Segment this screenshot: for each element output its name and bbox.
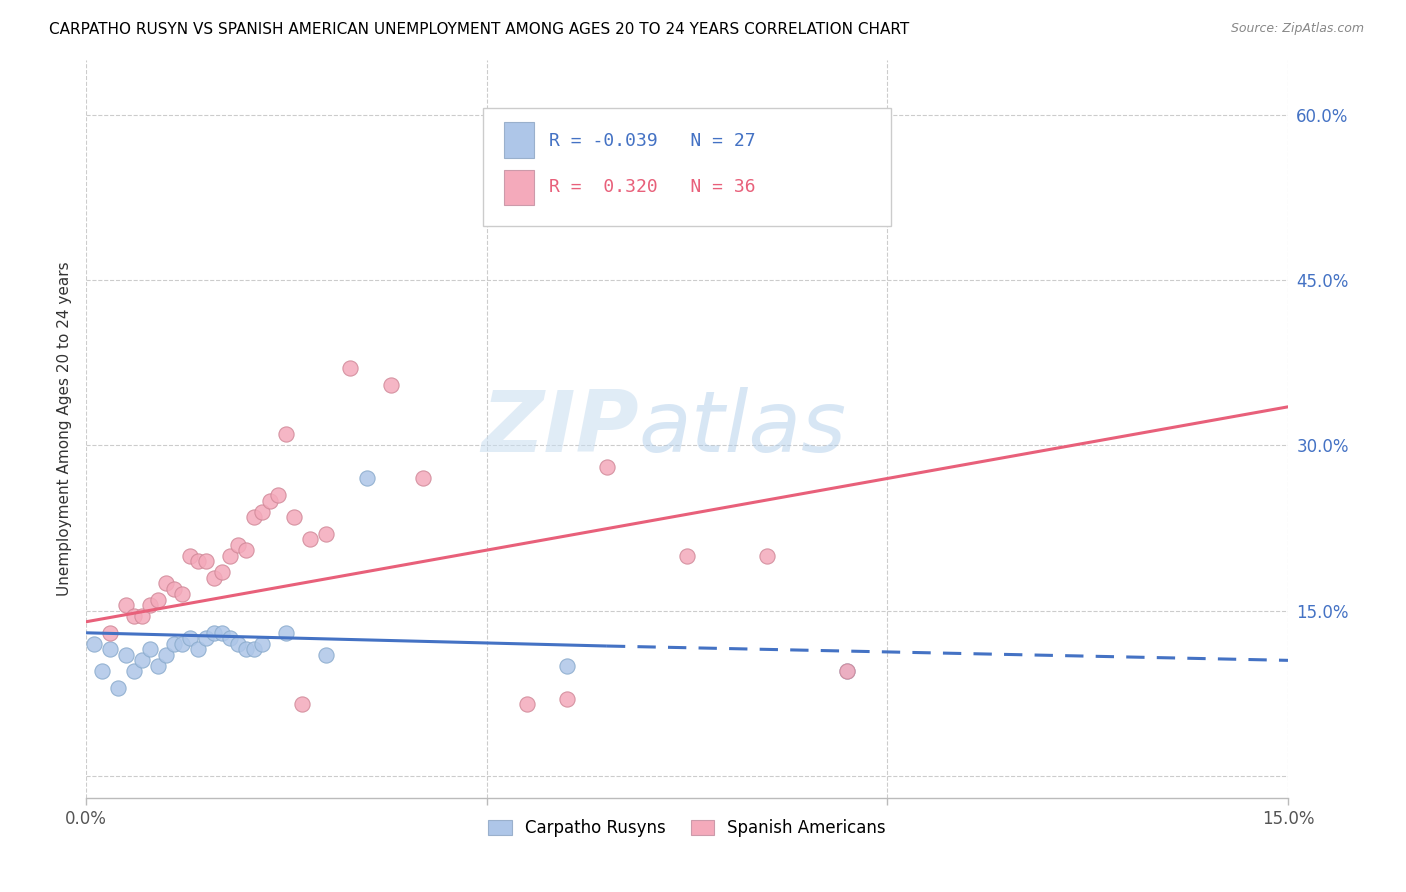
Text: Source: ZipAtlas.com: Source: ZipAtlas.com [1230, 22, 1364, 36]
Point [226, 538, 249, 552]
Legend: Carpatho Rusyns, Spanish Americans: Carpatho Rusyns, Spanish Americans [479, 811, 894, 846]
Point [148, 592, 170, 607]
Point [131, 653, 153, 667]
Point [83, 637, 105, 651]
Point [252, 637, 274, 651]
Point [291, 698, 314, 712]
Point [252, 504, 274, 518]
Point [187, 642, 209, 657]
Point [91, 665, 114, 679]
Point [202, 571, 225, 585]
Point [211, 565, 233, 579]
Point [98, 625, 121, 640]
Y-axis label: Unemployment Among Ages 20 to 24 years: Unemployment Among Ages 20 to 24 years [58, 261, 72, 596]
FancyBboxPatch shape [505, 169, 534, 205]
Point [155, 576, 177, 591]
Point [122, 609, 145, 624]
Point [115, 648, 138, 662]
Point [122, 665, 145, 679]
Point [219, 632, 242, 646]
FancyBboxPatch shape [505, 122, 534, 158]
FancyBboxPatch shape [482, 108, 891, 226]
Point [98, 642, 121, 657]
Point [139, 642, 162, 657]
Point [837, 665, 859, 679]
Point [226, 637, 249, 651]
Text: ZIP: ZIP [481, 387, 638, 470]
Point [155, 648, 177, 662]
Point [756, 549, 779, 563]
Text: atlas: atlas [638, 387, 846, 470]
Point [299, 532, 322, 546]
Point [131, 609, 153, 624]
Point [179, 549, 201, 563]
Point [267, 488, 290, 502]
Point [837, 665, 859, 679]
Point [202, 625, 225, 640]
Text: R = -0.039   N = 27: R = -0.039 N = 27 [548, 132, 755, 150]
Point [243, 510, 266, 524]
Point [195, 554, 218, 568]
Text: CARPATHO RUSYN VS SPANISH AMERICAN UNEMPLOYMENT AMONG AGES 20 TO 24 YEARS CORREL: CARPATHO RUSYN VS SPANISH AMERICAN UNEMP… [49, 22, 910, 37]
Point [107, 681, 129, 695]
Point [636, 162, 658, 177]
Point [356, 471, 378, 485]
Point [283, 510, 305, 524]
Point [259, 493, 281, 508]
Point [243, 642, 266, 657]
Point [315, 648, 337, 662]
Point [339, 361, 361, 376]
Point [219, 549, 242, 563]
Point [172, 637, 194, 651]
Text: R =  0.320   N = 36: R = 0.320 N = 36 [548, 178, 755, 196]
Point [276, 625, 298, 640]
Point [115, 599, 138, 613]
Point [676, 549, 699, 563]
Point [163, 637, 186, 651]
Point [148, 658, 170, 673]
Point [516, 698, 538, 712]
Point [163, 582, 186, 596]
Point [380, 377, 402, 392]
Point [596, 460, 619, 475]
Point [412, 471, 434, 485]
Point [235, 642, 257, 657]
Point [172, 587, 194, 601]
Point [276, 427, 298, 442]
Point [179, 632, 201, 646]
Point [139, 599, 162, 613]
Point [211, 625, 233, 640]
Point [555, 658, 578, 673]
Point [555, 692, 578, 706]
Point [187, 554, 209, 568]
Point [195, 632, 218, 646]
Point [235, 543, 257, 558]
Point [315, 526, 337, 541]
